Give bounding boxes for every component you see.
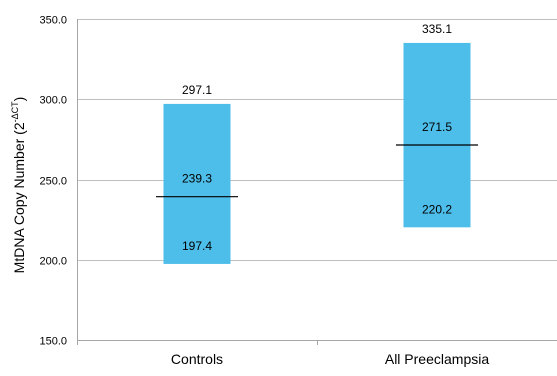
gridlines [77, 19, 557, 261]
y-tick-label: 300.0 [39, 95, 67, 107]
range-bar [163, 103, 231, 264]
median-value-label: 239.3 [182, 172, 212, 186]
low-value-label: 220.2 [422, 202, 452, 216]
high-value-label: 297.1 [182, 83, 212, 97]
y-axis-title: MtDNA Copy Number (2-ΔCT) [10, 97, 27, 274]
x-category-label: Controls [171, 351, 223, 367]
high-value-label: 335.1 [422, 22, 452, 36]
y-tick-label: 350.0 [39, 15, 67, 27]
median-value-label: 271.5 [422, 120, 452, 134]
x-category-label: All Preeclampsia [385, 351, 489, 367]
y-tick-label: 200.0 [39, 256, 67, 268]
low-value-label: 197.4 [182, 239, 212, 253]
y-axis-title-close: ) [11, 97, 27, 102]
axes [77, 19, 557, 345]
y-axis-title-superscript: -ΔCT [10, 101, 20, 123]
labels: 150.0 200.0 250.0 300.0 350.0 Controls All Pre… [39, 15, 489, 368]
y-axis-title-main: MtDNA Copy Number (2 [11, 122, 27, 273]
range-bar [403, 42, 471, 228]
bars [156, 42, 478, 264]
y-tick-label: 150.0 [39, 336, 67, 348]
y-tick-label: 250.0 [39, 176, 67, 188]
